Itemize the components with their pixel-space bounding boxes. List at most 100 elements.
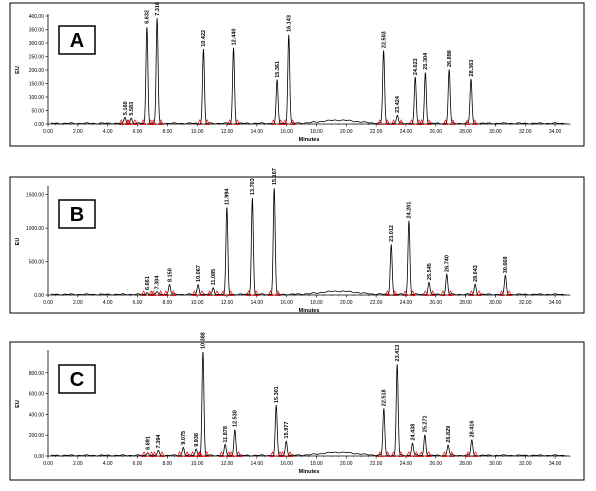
- x-tick-label: 34.00: [549, 300, 562, 306]
- x-tick-label: 6.00: [133, 129, 143, 135]
- peak-marker: [214, 290, 221, 296]
- peak-marker: [140, 119, 147, 125]
- peak-marker: [449, 119, 456, 125]
- peak-label: 7.316: [155, 2, 161, 16]
- y-tick-label: 500.00: [29, 260, 45, 266]
- x-axis-title: Minutes: [299, 469, 320, 475]
- x-tick-label: 26.00: [430, 129, 443, 135]
- peak-marker: [471, 119, 478, 125]
- peak-label: 5.160: [123, 101, 129, 115]
- peak-marker: [162, 290, 169, 296]
- x-tick-label: 0.00: [43, 461, 53, 467]
- y-tick-label: 0.00: [34, 454, 44, 460]
- peak-marker: [150, 119, 157, 125]
- peak-label: 13.703: [250, 178, 256, 195]
- peak-label: 28.416: [470, 421, 476, 438]
- x-tick-label: 20.00: [340, 129, 353, 135]
- panel-frame: [9, 341, 585, 481]
- peak-marker: [227, 290, 234, 296]
- peak-marker: [277, 119, 284, 125]
- x-tick-label: 12.00: [221, 461, 234, 467]
- peak-marker: [218, 451, 225, 457]
- chromatogram-trace: [50, 351, 568, 457]
- peak-label: 6.632: [145, 10, 151, 24]
- x-tick-label: 18.00: [310, 461, 323, 467]
- x-tick-label: 22.00: [370, 300, 383, 306]
- peak-marker: [159, 451, 165, 457]
- peak-marker: [157, 119, 164, 125]
- peak-label: 10.067: [196, 265, 202, 282]
- peak-marker: [170, 290, 177, 296]
- x-tick-label: 30.00: [489, 461, 502, 467]
- peak-marker: [184, 451, 191, 457]
- x-tick-label: 8.00: [162, 129, 172, 135]
- peak-marker: [376, 119, 383, 125]
- peak-marker: [377, 451, 384, 457]
- peak-label: 23.413: [395, 345, 401, 362]
- x-tick-label: 24.00: [400, 461, 413, 467]
- peak-marker: [279, 451, 286, 457]
- x-tick-label: 28.00: [459, 129, 472, 135]
- x-tick-label: 20.00: [340, 300, 353, 306]
- peak-label: 12.440: [231, 29, 237, 46]
- panel-letter: B: [70, 204, 84, 226]
- peak-marker: [124, 119, 131, 125]
- y-tick-label: 300.00: [29, 41, 45, 47]
- peak-marker: [391, 290, 398, 296]
- x-tick-label: 30.00: [489, 300, 502, 306]
- peak-marker: [413, 451, 420, 457]
- peak-label: 23.012: [389, 225, 395, 242]
- panel-a: 0.00 2.00 4.00 6.00 8.00 10.00 12.00 14.00 16.00…: [9, 2, 585, 147]
- x-tick-label: 26.00: [430, 461, 443, 467]
- panel-letter-box: [58, 364, 96, 394]
- peak-label: 15.361: [275, 61, 281, 78]
- peak-label: 16.143: [287, 15, 293, 32]
- x-tick-label: 10.00: [191, 300, 204, 306]
- peak-marker: [440, 290, 447, 296]
- peak-label: 28.643: [473, 265, 479, 282]
- peak-marker: [397, 451, 404, 457]
- peak-marker: [176, 451, 183, 457]
- y-tick-label: 1500.00: [26, 193, 44, 199]
- panel-letter-box: [58, 199, 96, 229]
- x-tick-label: 18.00: [310, 300, 323, 306]
- peak-label: 30.668: [503, 256, 509, 273]
- panel-b: 0.00 2.00 4.00 6.00 8.00 10.00 12.00 14.00 16.00…: [9, 168, 585, 314]
- x-tick-label: 24.00: [400, 129, 413, 135]
- y-axis-title: EU: [15, 66, 21, 74]
- x-tick-label: 8.00: [162, 300, 172, 306]
- y-tick-label: 0.00: [34, 122, 44, 128]
- peak-marker: [429, 290, 436, 296]
- peak-label: 11.085: [211, 269, 217, 286]
- peak-label: 6.661: [145, 276, 151, 290]
- peak-marker: [498, 290, 505, 296]
- peak-marker: [447, 290, 454, 296]
- y-tick-label: 350.00: [29, 28, 45, 34]
- x-tick-label: 14.00: [251, 300, 264, 306]
- peak-label: 24.201: [407, 202, 413, 219]
- x-tick-label: 34.00: [549, 461, 562, 467]
- peak-marker: [148, 451, 155, 457]
- peak-marker: [196, 119, 203, 125]
- x-tick-label: 16.00: [280, 129, 293, 135]
- y-tick-label: 150.00: [29, 82, 45, 88]
- peak-label: 15.167: [272, 168, 278, 185]
- peak-marker: [196, 451, 203, 457]
- peak-marker: [448, 451, 455, 457]
- x-tick-label: 32.00: [519, 461, 532, 467]
- peak-label: 23.424: [395, 95, 401, 113]
- peak-label: 5.583: [129, 102, 135, 116]
- x-tick-label: 4.00: [103, 461, 113, 467]
- peak-marker: [426, 119, 433, 125]
- peak-label: 12.530: [233, 410, 239, 427]
- peak-marker: [118, 119, 125, 125]
- x-tick-label: 2.00: [73, 461, 83, 467]
- peak-marker: [409, 290, 416, 296]
- peak-label: 11.994: [225, 188, 231, 205]
- peak-marker: [384, 119, 391, 125]
- x-axis-title: Minutes: [299, 137, 320, 143]
- x-tick-label: 10.00: [191, 461, 204, 467]
- y-tick-label: 400.00: [29, 412, 45, 418]
- x-tick-label: 12.00: [221, 129, 234, 135]
- x-tick-label: 16.00: [280, 300, 293, 306]
